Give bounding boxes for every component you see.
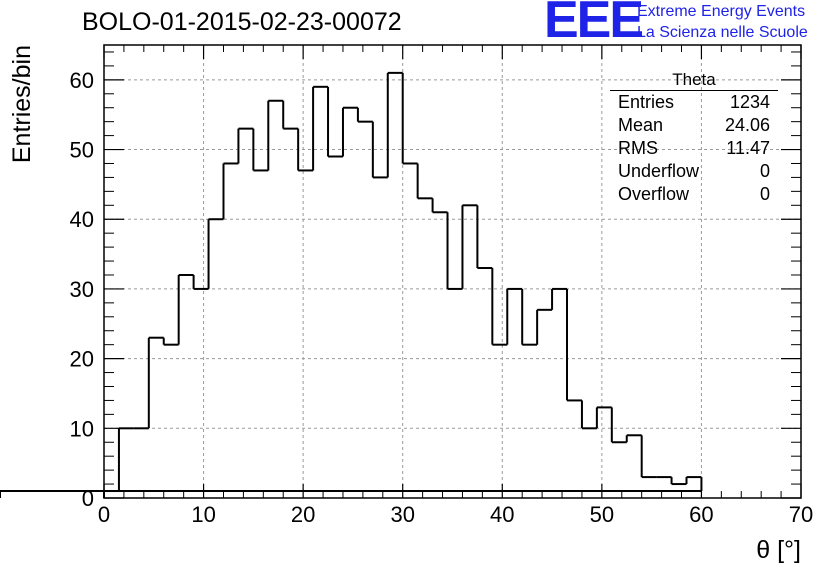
stats-value: 1234 [729,92,770,112]
y-axis-label: Entries/bin [8,45,36,163]
stats-row-overflow: Overflow 0 [610,183,778,206]
eee-logo: EEE [544,0,644,49]
stats-value: 0 [759,161,770,181]
stats-value: 0 [759,184,770,204]
stats-row-mean: Mean 24.06 [610,114,778,137]
stats-row-underflow: Underflow 0 [610,160,778,183]
logo-line-1: Extreme Energy Events [637,3,806,20]
y-tick-label: 40 [70,207,94,232]
y-tick-label: 30 [70,277,94,302]
y-tick-label: 60 [70,68,94,93]
x-tick-label: 70 [789,502,813,527]
x-tick-label: 20 [291,502,315,527]
x-tick-label: 0 [98,502,110,527]
y-tick-label: 10 [70,416,94,441]
y-tick-label: 0 [82,486,94,511]
tick-labels: 0 10 20 30 40 50 60 70 0 10 20 30 40 50 60 [70,68,814,527]
x-tick-label: 40 [490,502,514,527]
x-axis-label: θ [°] [756,536,801,564]
y-tick-label: 50 [70,138,94,163]
stats-value: 11.47 [726,138,770,158]
stats-label: Overflow [618,184,690,204]
stats-title: Theta [610,70,778,91]
stats-label: RMS [618,138,658,158]
x-tick-label: 30 [390,502,414,527]
stats-row-entries: Entries 1234 [610,91,778,114]
histogram-bins [0,71,703,498]
x-tick-label: 60 [689,502,713,527]
stats-box: Theta Entries 1234 Mean 24.06 RMS 11.47 … [610,70,778,206]
stats-label: Underflow [618,161,700,181]
x-tick-label: 10 [191,502,215,527]
y-tick-label: 20 [70,347,94,372]
x-tick-label: 50 [590,502,614,527]
stats-label: Entries [618,92,675,112]
stats-value: 24.06 [724,115,770,135]
plot-frame [103,44,802,499]
stats-label: Mean [618,115,664,135]
stats-row-rms: RMS 11.47 [610,137,778,160]
plot-title: BOLO-01-2015-02-23-00072 [82,8,402,36]
logo-line-2: La Scienza nelle Scuole [637,24,808,41]
